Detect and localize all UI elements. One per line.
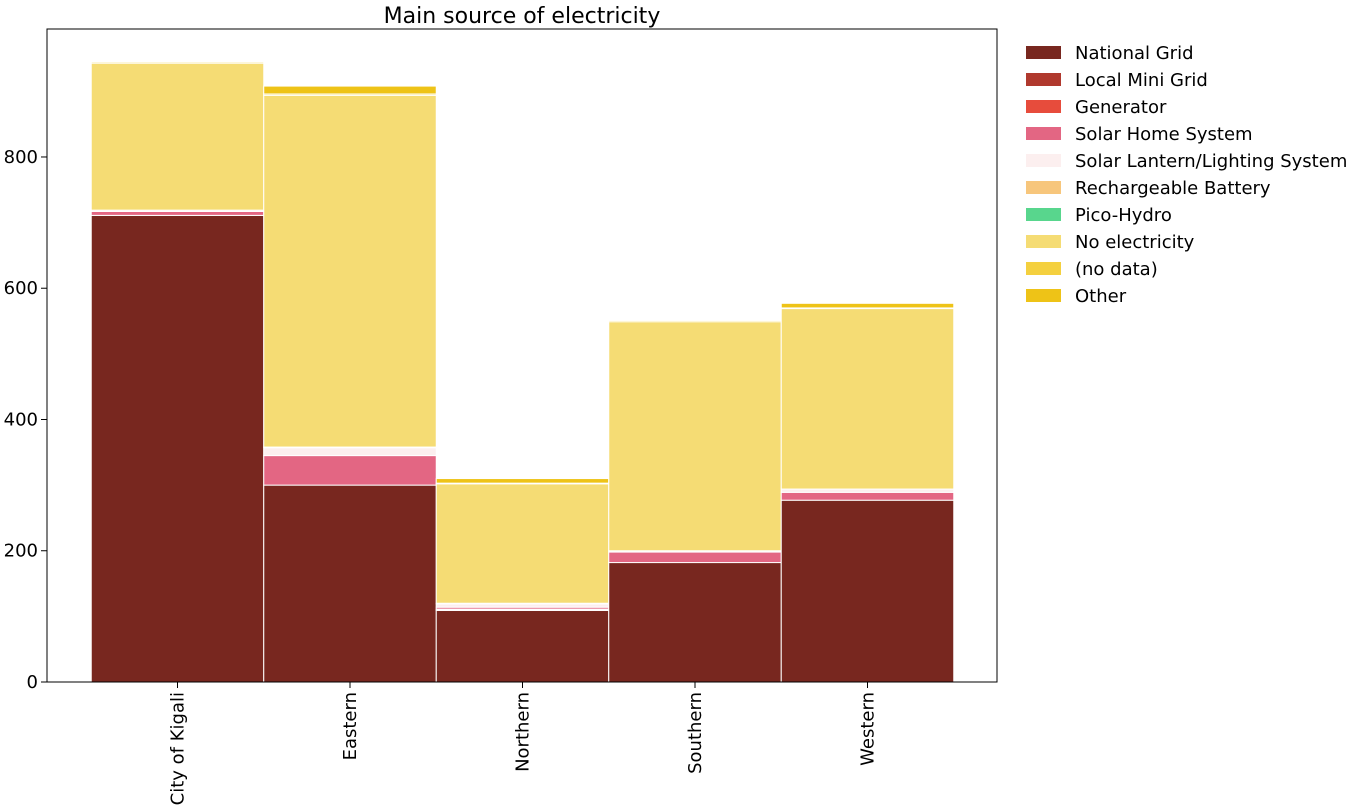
legend-swatch-pico-hydro — [1026, 208, 1061, 221]
bar-segment-eastern-solar-lantern-lighting-system — [263, 447, 437, 457]
x-tick-label: City of Kigali — [168, 692, 189, 805]
legend-label-no-electricity: No electricity — [1075, 232, 1195, 253]
bar-segment-western-solar-home-system — [780, 491, 955, 501]
bar-segment-northern-no-electricity — [435, 483, 610, 604]
bar-segment-southern-solar-home-system — [608, 551, 782, 564]
legend-swatch-national-grid — [1026, 46, 1061, 59]
bar-segment-western-other — [780, 302, 955, 309]
bar-segment-city-of-kigali-solar-home-system — [90, 210, 265, 216]
bar-segment-city-of-kigali-other — [90, 60, 265, 63]
legend-label-national-grid: National Grid — [1075, 43, 1194, 64]
legend-swatch-other — [1026, 289, 1061, 302]
bar-segment-eastern-national-grid — [263, 484, 437, 683]
bar-segment-northern-other — [435, 478, 610, 484]
legend-label-rechargeable-battery: Rechargeable Battery — [1075, 178, 1271, 199]
legend-swatch-local-mini-grid — [1026, 73, 1061, 86]
legend-swatch-generator — [1026, 100, 1061, 113]
bar-segment-city-of-kigali-national-grid — [90, 214, 265, 683]
axes-group: 0 200 400 600 800 City of Kigali Eastern Northe… — [4, 28, 998, 805]
chart-title: Main source of electricity — [384, 4, 661, 29]
x-tick-label: Northern — [513, 692, 534, 772]
y-tick-label: 600 — [4, 278, 38, 299]
legend-label-solar-home-system: Solar Home System — [1075, 124, 1253, 145]
legend-swatch-solar-lantern-lighting-system — [1026, 154, 1061, 167]
x-tick-label: Western — [858, 692, 879, 766]
y-tick-label: 800 — [4, 147, 38, 168]
bar-segment-city-of-kigali-no-electricity — [90, 62, 265, 211]
bar-segment-southern-other — [608, 319, 782, 321]
bar-segment-northern-national-grid — [435, 609, 610, 683]
legend-swatch-rechargeable-battery — [1026, 181, 1061, 194]
legend: National Grid Local Mini Grid Generator Sol… — [1026, 43, 1347, 307]
legend-label-generator: Generator — [1075, 97, 1167, 118]
bar-segment-southern-no-electricity — [608, 321, 782, 552]
x-tick-label: Southern — [685, 692, 706, 774]
bars-group — [90, 60, 955, 683]
legend-swatch-no-data — [1026, 262, 1061, 275]
bar-segment-eastern-other — [263, 85, 437, 95]
legend-label-pico-hydro: Pico-Hydro — [1075, 205, 1172, 226]
legend-label-no-data: (no data) — [1075, 259, 1158, 280]
y-tick-label: 200 — [4, 541, 38, 562]
bar-segment-eastern-no-electricity — [263, 94, 437, 448]
bar-segment-southern-national-grid — [608, 562, 782, 683]
legend-label-other: Other — [1075, 286, 1127, 307]
x-tick-label: Eastern — [340, 692, 361, 760]
bar-segment-western-national-grid — [780, 499, 955, 683]
y-tick-label: 400 — [4, 409, 38, 430]
bar-segment-eastern-solar-home-system — [263, 455, 437, 486]
legend-swatch-no-electricity — [1026, 235, 1061, 248]
bar-segment-western-no-electricity — [780, 308, 955, 490]
y-tick-label: 0 — [27, 672, 38, 693]
legend-label-local-mini-grid: Local Mini Grid — [1075, 70, 1208, 91]
legend-swatch-solar-home-system — [1026, 127, 1061, 140]
legend-label-solar-lantern-lighting-system: Solar Lantern/Lighting System — [1075, 151, 1347, 172]
